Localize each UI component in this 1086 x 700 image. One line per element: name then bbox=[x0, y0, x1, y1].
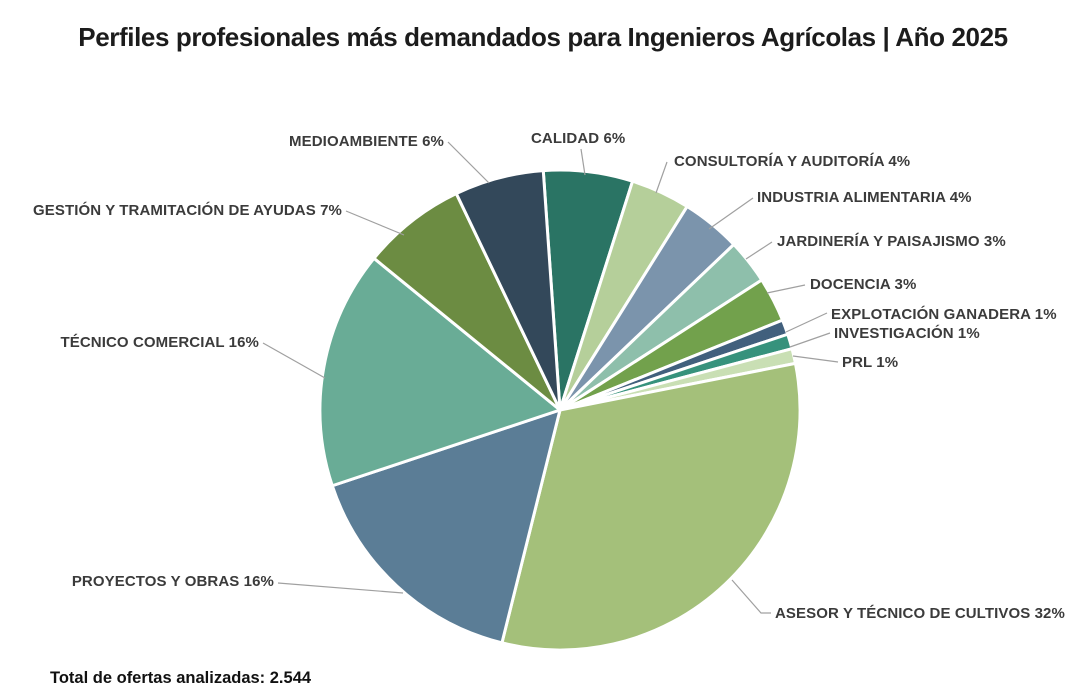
chart-title: Perfiles profesionales más demandados pa… bbox=[78, 22, 1008, 52]
leader-line-jardineria-y-paisajismo bbox=[745, 241, 773, 260]
leader-line-proyectos-y-obras bbox=[277, 582, 404, 594]
slice-label-docencia: DOCENCIA 3% bbox=[810, 276, 916, 293]
leader-line-prl bbox=[792, 355, 839, 363]
slice-label-consultoria-y-auditoria: CONSULTORÍA Y AUDITORÍA 4% bbox=[674, 153, 910, 170]
slice-label-prl: PRL 1% bbox=[842, 354, 898, 371]
slice-label-explotacion-ganadera: EXPLOTACIÓN GANADERA 1% bbox=[831, 305, 1057, 323]
pie-slices-group bbox=[318, 168, 802, 652]
leader-line-tecnico-comercial bbox=[262, 342, 326, 379]
slice-label-tecnico-comercial: TÉCNICO COMERCIAL 16% bbox=[60, 334, 259, 351]
leader-line-medioambiente bbox=[447, 141, 490, 184]
leader-line-gestion-y-tramitacion-de-ayudas bbox=[345, 210, 405, 236]
slice-label-asesor-y-tecnico-de-cultivos: ASESOR Y TÉCNICO DE CULTIVOS 32% bbox=[775, 605, 1065, 622]
leader-lines-group bbox=[262, 141, 839, 614]
leader-line-explotacion-ganadera bbox=[785, 312, 828, 333]
slice-label-investigacion: INVESTIGACIÓN 1% bbox=[834, 324, 980, 342]
total-offers-footnote: Total de ofertas analizadas: 2.544 bbox=[50, 669, 312, 687]
leader-line-asesor-y-tecnico-de-cultivos bbox=[731, 579, 771, 614]
slice-labels-group: CALIDAD 6% CONSULTORÍA Y AUDITORÍA 4% INDU… bbox=[33, 130, 1065, 622]
leader-line-industria-alimentaria bbox=[708, 197, 754, 230]
slice-label-calidad: CALIDAD 6% bbox=[531, 130, 625, 147]
leader-line-investigacion bbox=[789, 332, 831, 348]
leader-line-consultoria-y-auditoria bbox=[655, 161, 668, 194]
pie-slice-tecnico-comercial bbox=[318, 256, 562, 488]
pie-slice-gestion-y-tramitacion-de-ayudas bbox=[372, 192, 562, 412]
pie-slice-medioambiente bbox=[454, 169, 562, 412]
slice-label-jardineria-y-paisajismo: JARDINERÍA Y PAISAJISMO 3% bbox=[777, 233, 1006, 250]
slice-label-proyectos-y-obras: PROYECTOS Y OBRAS 16% bbox=[72, 573, 274, 590]
leader-line-docencia bbox=[766, 284, 806, 294]
slice-label-industria-alimentaria: INDUSTRIA ALIMENTARIA 4% bbox=[757, 189, 972, 206]
pie-slice-asesor-y-tecnico-de-cultivos bbox=[500, 361, 802, 652]
slice-label-medioambiente: MEDIOAMBIENTE 6% bbox=[289, 133, 444, 150]
slice-label-gestion-y-tramitacion-de-ayudas: GESTIÓN Y TRAMITACIÓN DE AYUDAS 7% bbox=[33, 201, 342, 219]
leader-line-calidad bbox=[580, 148, 586, 176]
